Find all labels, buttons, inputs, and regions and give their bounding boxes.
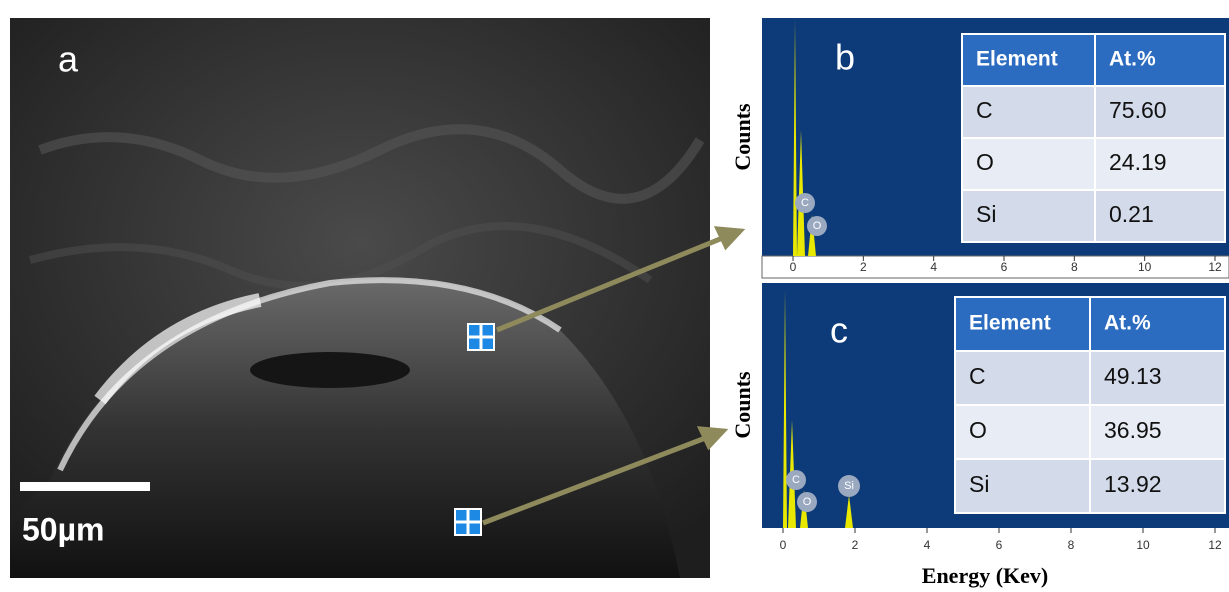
table-header: Element (969, 312, 1051, 335)
x-tick-label: 12 (1208, 538, 1222, 552)
table-text: O (969, 417, 987, 443)
table-text: 0.21 (1109, 201, 1154, 227)
panel-label: a (58, 39, 79, 80)
x-tick-label: 10 (1138, 260, 1152, 274)
table-text: 75.60 (1109, 97, 1167, 123)
peak-label: C (792, 474, 800, 486)
x-tick-label: 2 (860, 260, 867, 274)
x-tick-label: 6 (996, 538, 1003, 552)
panel-label: b (835, 37, 855, 78)
x-axis-label: Energy (Kev) (922, 563, 1048, 588)
axis-b (762, 256, 1229, 278)
x-tick-label: 4 (930, 260, 937, 274)
x-tick-label: 0 (780, 538, 787, 552)
table-text: Si (969, 471, 989, 497)
table-text: Si (976, 201, 996, 227)
table-header: At.% (1104, 312, 1151, 335)
table-text: O (976, 149, 994, 175)
table-header: Element (976, 48, 1058, 71)
figure: a 50µm C O b Counts C O Si c Co (0, 0, 1229, 592)
panel-label: c (830, 310, 848, 351)
x-tick-label: 12 (1208, 260, 1222, 274)
x-tick-label: 0 (790, 260, 797, 274)
peak-label: Si (844, 480, 854, 492)
table-header: At.% (1109, 48, 1156, 71)
x-tick-label: 8 (1071, 260, 1078, 274)
peak-label: O (803, 496, 812, 508)
x-tick-label: 2 (852, 538, 859, 552)
x-tick-label: 10 (1136, 538, 1150, 552)
peak-label: O (813, 220, 822, 232)
x-tick-label: 6 (1001, 260, 1008, 274)
table-text: 36.95 (1104, 417, 1162, 443)
table-text: C (969, 363, 986, 389)
table-text: C (976, 97, 993, 123)
table-text: 24.19 (1109, 149, 1167, 175)
peak-label: C (801, 197, 809, 209)
y-axis-label: Counts (730, 103, 755, 171)
table-text: 13.92 (1104, 471, 1162, 497)
y-axis-label: Counts (730, 371, 755, 439)
table-text: 49.13 (1104, 363, 1162, 389)
scale-bar-label: 50µm (22, 511, 104, 547)
x-tick-label: 4 (924, 538, 931, 552)
sem-image: a 50µm (10, 18, 710, 578)
x-tick-label: 8 (1068, 538, 1075, 552)
